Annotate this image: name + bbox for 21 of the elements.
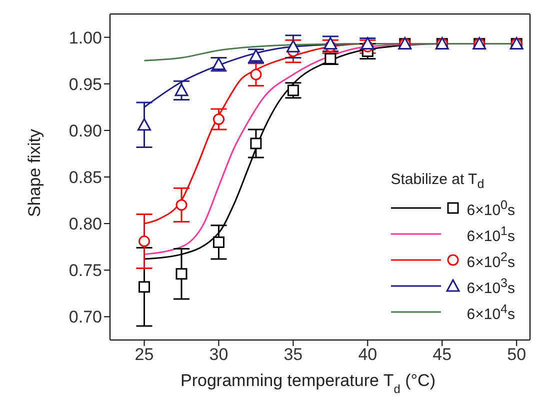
y-tick-label: 0.75 — [68, 261, 102, 280]
x-tick-label: 45 — [432, 345, 452, 364]
legend-title: Stabilize at T$_{d}$ — [390, 171, 486, 191]
y-tick-label: 0.70 — [68, 308, 102, 327]
y-axis-title: Shape fixity — [25, 128, 44, 217]
legend-label: 6×10$^{4}$s — [466, 302, 515, 322]
y-tick-label: 0.80 — [68, 214, 102, 234]
legend-label: 6×10$^{2}$s — [466, 250, 515, 270]
x-tick-label: 30 — [209, 345, 228, 364]
y-tick-label: 1.00 — [68, 28, 102, 48]
x-tick-label: 40 — [358, 345, 378, 364]
x-tick-label: 50 — [507, 345, 526, 364]
x-tick-label: 25 — [134, 345, 154, 364]
y-tick-label: 0.90 — [68, 121, 102, 140]
legend-label: 6×10$^{1}$s — [466, 224, 515, 244]
x-axis-title: Programming temperature T$_{d}$ (°C) — [180, 371, 436, 396]
y-tick-label: 0.95 — [68, 74, 102, 94]
y-tick-label: 0.85 — [68, 168, 102, 188]
legend-label: 6×10$^{3}$s — [466, 276, 515, 296]
legend-label: 6×10$^{0}$s — [466, 198, 515, 218]
x-tick-label: 35 — [284, 345, 303, 364]
